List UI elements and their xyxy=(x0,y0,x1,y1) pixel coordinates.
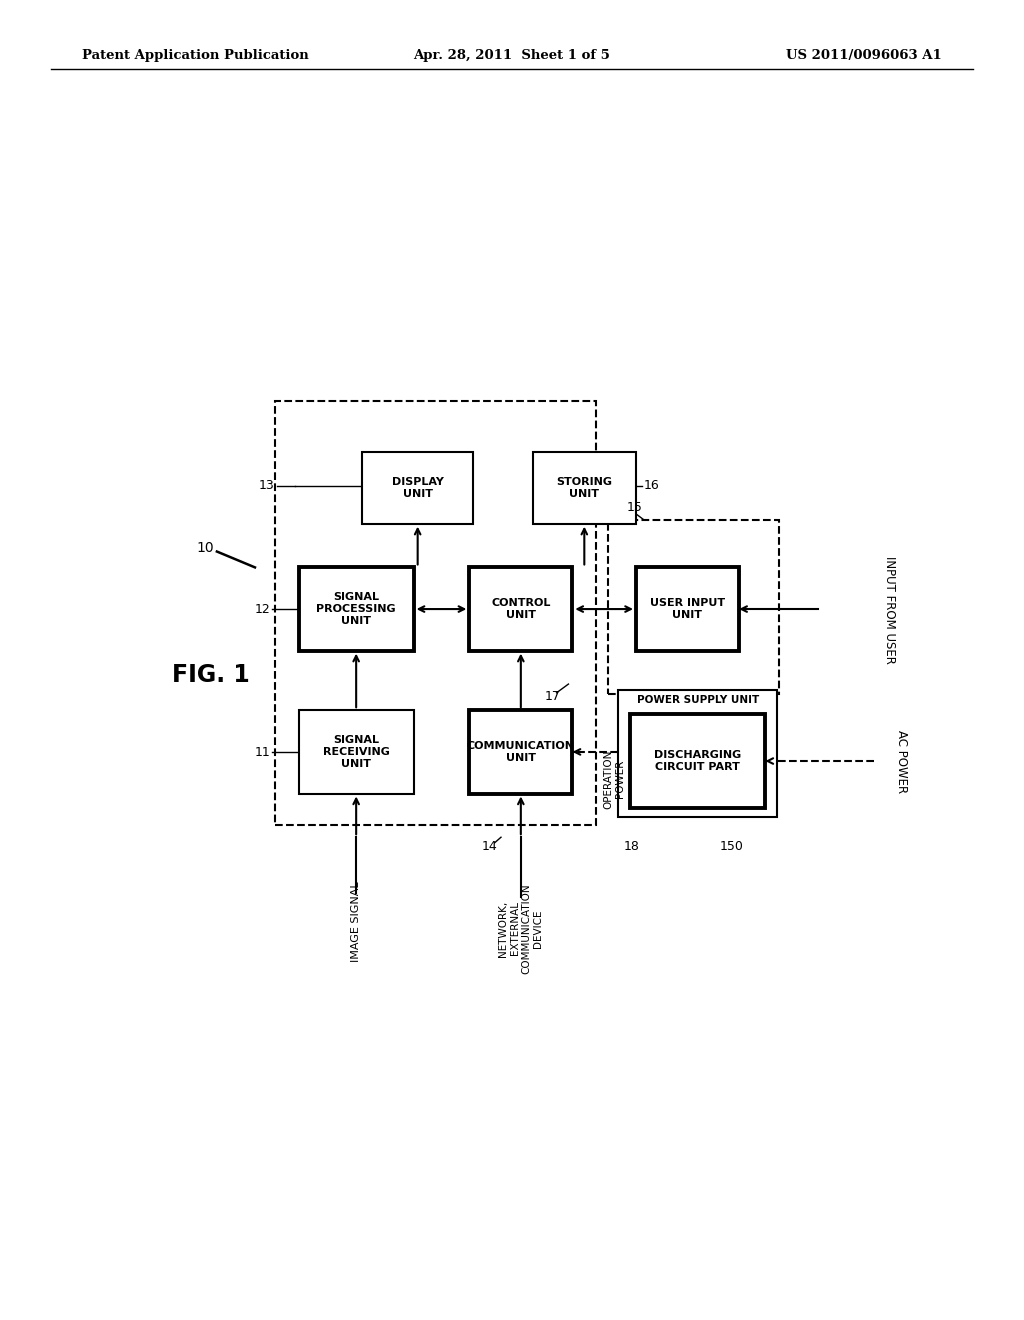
Text: NETWORK,
EXTERNAL
COMMUNICATION
DEVICE: NETWORK, EXTERNAL COMMUNICATION DEVICE xyxy=(499,883,543,974)
Bar xyxy=(469,710,572,793)
Bar xyxy=(608,520,778,694)
Text: INPUT FROM USER: INPUT FROM USER xyxy=(884,556,896,664)
Text: IMAGE SIGNAL: IMAGE SIGNAL xyxy=(351,882,361,962)
Text: POWER SUPPLY UNIT: POWER SUPPLY UNIT xyxy=(637,694,759,705)
Text: CONTROL
UNIT: CONTROL UNIT xyxy=(492,598,551,620)
Bar xyxy=(299,710,414,793)
Bar xyxy=(618,690,777,817)
Text: 11: 11 xyxy=(255,746,270,759)
Text: Patent Application Publication: Patent Application Publication xyxy=(82,49,308,62)
Bar xyxy=(469,568,572,651)
Text: DISCHARGING
CIRCUIT PART: DISCHARGING CIRCUIT PART xyxy=(654,750,741,772)
Bar xyxy=(636,568,739,651)
Text: 17: 17 xyxy=(545,690,560,704)
Text: DISPLAY
UNIT: DISPLAY UNIT xyxy=(392,478,443,499)
Text: 12: 12 xyxy=(255,603,270,616)
Text: US 2011/0096063 A1: US 2011/0096063 A1 xyxy=(786,49,942,62)
Bar xyxy=(274,401,596,825)
Text: 15: 15 xyxy=(627,502,642,515)
Bar xyxy=(532,453,636,524)
Bar xyxy=(299,568,414,651)
Text: FIG. 1: FIG. 1 xyxy=(172,663,250,686)
Text: SIGNAL
PROCESSING
UNIT: SIGNAL PROCESSING UNIT xyxy=(316,593,396,626)
Text: USER INPUT
UNIT: USER INPUT UNIT xyxy=(650,598,725,620)
Text: STORING
UNIT: STORING UNIT xyxy=(556,478,612,499)
Text: AC POWER: AC POWER xyxy=(895,730,908,793)
Text: 18: 18 xyxy=(624,841,640,853)
Bar xyxy=(362,453,473,524)
Text: 14: 14 xyxy=(481,841,497,853)
Bar xyxy=(631,714,765,808)
Text: COMMUNICATION
UNIT: COMMUNICATION UNIT xyxy=(467,741,574,763)
Text: 150: 150 xyxy=(719,841,743,853)
Text: Apr. 28, 2011  Sheet 1 of 5: Apr. 28, 2011 Sheet 1 of 5 xyxy=(414,49,610,62)
Text: 16: 16 xyxy=(644,479,659,492)
Text: SIGNAL
RECEIVING
UNIT: SIGNAL RECEIVING UNIT xyxy=(323,735,389,768)
Text: 13: 13 xyxy=(259,479,274,492)
Text: 10: 10 xyxy=(197,541,214,554)
Text: OPERATION
POWER: OPERATION POWER xyxy=(604,750,626,809)
